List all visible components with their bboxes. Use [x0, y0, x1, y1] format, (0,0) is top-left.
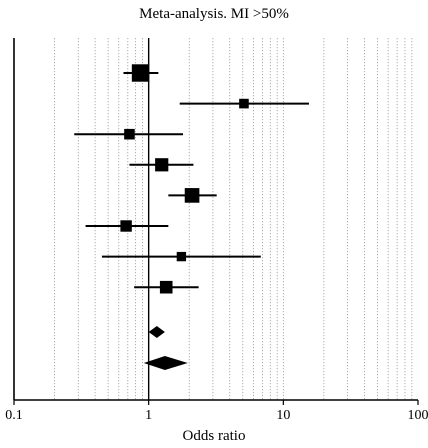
x-tick-label: 1 — [145, 408, 152, 423]
x-axis-label: Odds ratio — [182, 428, 246, 444]
pooled-estimates — [143, 326, 188, 370]
chart-title: Meta-analysis. MI >50% — [139, 6, 289, 22]
study-point — [131, 64, 150, 82]
pooled-diamond — [143, 356, 188, 370]
study-point — [124, 128, 135, 140]
x-tick-label: 0.1 — [5, 408, 23, 423]
x-tick-label: 10 — [276, 408, 290, 423]
study-point — [176, 251, 187, 262]
study-point — [239, 98, 249, 109]
pooled-diamond — [148, 326, 165, 338]
study-marks — [74, 64, 309, 294]
gridlines — [54, 38, 413, 400]
x-tick-label: 100 — [408, 408, 428, 423]
study-point — [184, 188, 200, 203]
study-point — [120, 220, 132, 232]
study-point — [159, 280, 173, 294]
x-ticks: 0.1 1 10 100 — [5, 400, 428, 423]
axes — [13, 38, 418, 401]
study-point — [155, 158, 169, 172]
